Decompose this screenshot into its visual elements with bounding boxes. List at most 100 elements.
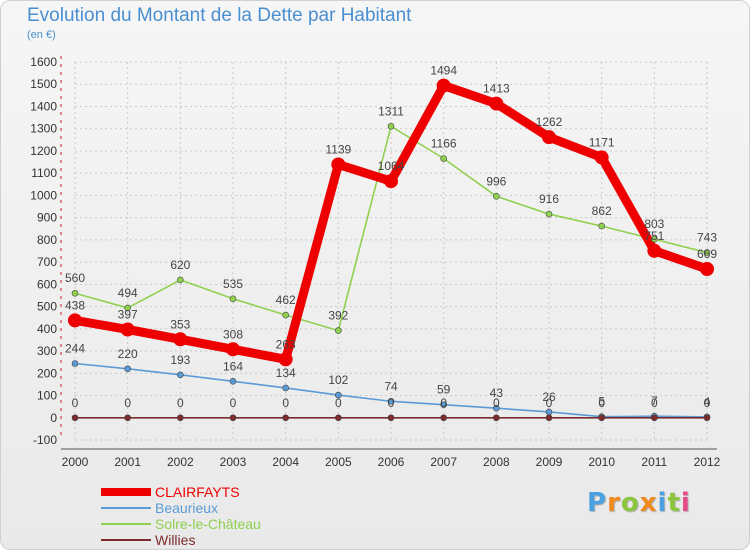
chart-subtitle: (en €): [27, 29, 56, 41]
data-label-solre-le-chateau: 494: [118, 286, 138, 300]
x-tick-label: 2009: [536, 455, 563, 469]
logo-letter: i: [657, 488, 668, 518]
x-tick-label: 2010: [588, 455, 615, 469]
y-tick-label: 1600: [30, 55, 57, 69]
data-point-clairfayts: [384, 174, 398, 189]
data-point-solre-le-chateau: [124, 304, 131, 312]
data-point-clairfayts: [594, 150, 609, 165]
data-point-solre-le-chateau: [703, 249, 711, 256]
data-point-solre-le-chateau: [598, 222, 605, 230]
x-tick-label: 2001: [114, 455, 141, 469]
data-label-beaurieux: 7: [651, 394, 658, 408]
data-label-clairfayts: 1262: [536, 115, 563, 129]
x-tick-label: 2002: [167, 455, 194, 469]
data-label-beaurieux: 74: [384, 379, 398, 393]
x-tick-label: 2003: [220, 455, 247, 469]
data-label-clairfayts: 263: [276, 337, 296, 351]
data-label-clairfayts: 353: [170, 317, 190, 331]
data-label-clairfayts: 308: [223, 327, 243, 341]
data-label-solre-le-chateau: 1166: [431, 137, 457, 151]
legend-label-solre-le-chateau: Solre-le-Château: [155, 516, 261, 532]
y-tick-label: 800: [37, 233, 57, 247]
data-label-clairfayts: 1139: [325, 143, 351, 157]
legend-swatch-clairfayts: [101, 488, 151, 496]
data-label-beaurieux: 59: [437, 383, 451, 397]
data-point-solre-le-chateau: [493, 193, 500, 200]
data-point-beaurieux: [335, 391, 342, 399]
data-point-willies: [598, 414, 605, 422]
data-point-willies: [71, 414, 79, 422]
data-point-clairfayts: [120, 322, 135, 337]
data-label-beaurieux: 220: [118, 347, 138, 361]
x-tick-label: 2006: [378, 455, 405, 469]
x-tick-label: 2012: [694, 455, 721, 469]
logo-letter: x: [639, 488, 658, 518]
logo-letter: r: [607, 488, 621, 518]
data-point-clairfayts: [173, 332, 188, 347]
proxiti-logo: Proxiti: [587, 488, 691, 518]
data-label-clairfayts: 1494: [430, 64, 457, 78]
data-label-willies: 0: [704, 396, 711, 410]
data-point-solre-le-chateau: [651, 235, 658, 243]
data-point-willies: [703, 414, 711, 422]
logo-letter: o: [620, 488, 640, 518]
data-point-beaurieux: [177, 371, 184, 379]
data-point-clairfayts: [700, 262, 714, 277]
data-label-clairfayts: 1171: [589, 135, 615, 149]
x-tick-label: 2007: [430, 455, 457, 469]
chart-title: Evolution du Montant de la Dette par Hab…: [27, 5, 412, 26]
data-label-willies: 0: [124, 396, 131, 410]
data-point-solre-le-chateau: [177, 276, 184, 284]
data-point-beaurieux: [440, 401, 447, 408]
data-point-willies: [229, 414, 237, 422]
data-label-beaurieux: 244: [65, 342, 85, 356]
legend-swatch-willies: [101, 539, 151, 541]
y-tick-label: 1300: [30, 122, 57, 136]
data-point-solre-le-chateau: [387, 122, 395, 130]
legend-label-clairfayts: CLAIRFAYTS: [155, 484, 240, 500]
data-point-willies: [282, 414, 289, 422]
logo-letter: t: [667, 488, 681, 518]
data-point-solre-le-chateau: [71, 289, 79, 297]
data-label-solre-le-chateau: 535: [223, 277, 243, 291]
data-point-solre-le-chateau: [545, 210, 553, 218]
data-point-beaurieux: [124, 365, 131, 373]
y-tick-label: 700: [37, 255, 57, 269]
legend-label-beaurieux: Beaurieux: [155, 500, 219, 516]
y-tick-label: 1400: [30, 99, 57, 113]
data-label-willies: 0: [651, 396, 658, 410]
x-tick-label: 2011: [641, 455, 667, 469]
logo-letter: i: [680, 488, 691, 518]
data-label-solre-le-chateau: 743: [697, 231, 717, 245]
x-tick-label: 2008: [483, 455, 510, 469]
data-point-willies: [177, 414, 184, 422]
data-label-clairfayts: 1413: [483, 82, 510, 96]
legend-label-willies: Willies: [155, 532, 196, 548]
data-label-willies: 0: [440, 396, 447, 410]
data-point-clairfayts: [436, 78, 451, 93]
y-tick-label: 1500: [30, 77, 57, 91]
y-tick-label: 100: [37, 389, 57, 403]
y-tick-label: 500: [37, 300, 57, 314]
data-point-beaurieux: [545, 408, 553, 416]
data-point-beaurieux: [282, 384, 289, 392]
data-point-clairfayts: [542, 130, 556, 145]
data-label-beaurieux: 4: [704, 395, 711, 409]
data-point-clairfayts: [331, 157, 346, 172]
data-label-clairfayts: 751: [644, 229, 664, 243]
y-tick-label: 1000: [30, 188, 57, 202]
data-label-solre-le-chateau: 620: [170, 258, 190, 272]
y-tick-label: -100: [33, 433, 57, 447]
data-label-willies: 0: [546, 396, 553, 410]
data-point-clairfayts: [647, 243, 662, 258]
data-label-solre-le-chateau: 1311: [378, 104, 404, 118]
data-label-beaurieux: 164: [223, 359, 243, 373]
data-label-beaurieux: 134: [276, 366, 296, 380]
data-point-beaurieux: [387, 398, 395, 405]
data-point-willies: [493, 414, 500, 422]
data-point-clairfayts: [489, 96, 504, 111]
y-tick-label: 200: [37, 366, 57, 380]
data-label-beaurieux: 5: [598, 395, 605, 409]
